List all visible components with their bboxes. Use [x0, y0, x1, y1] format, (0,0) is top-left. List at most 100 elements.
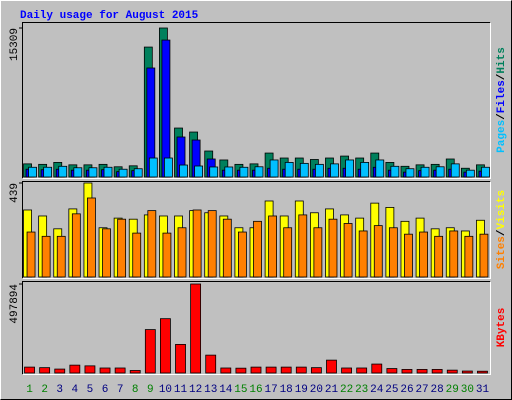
bar	[330, 163, 339, 178]
bar	[358, 230, 368, 278]
x-tick-label: 24	[370, 384, 384, 396]
bar	[238, 231, 247, 278]
bar	[360, 162, 370, 178]
bar	[73, 167, 83, 178]
bar	[283, 227, 293, 278]
plot-bevel	[22, 181, 491, 279]
bar	[268, 215, 277, 278]
bar	[175, 343, 186, 374]
x-tick-label: 16	[249, 384, 262, 396]
bar	[341, 367, 352, 374]
x-tick-label: 31	[476, 384, 490, 396]
bar	[102, 228, 111, 278]
x-tick-label: 27	[415, 384, 428, 396]
bar	[464, 235, 474, 278]
bar	[419, 231, 428, 278]
bar	[164, 157, 173, 178]
bar	[299, 162, 309, 178]
chart-title: Daily usage for August 2015	[20, 10, 199, 22]
bar	[477, 370, 488, 374]
plot-area	[22, 22, 490, 178]
x-tick-label: 2	[41, 384, 48, 396]
bar	[222, 218, 232, 278]
x-tick-label: 15	[234, 384, 247, 396]
x-tick-label: 9	[147, 384, 154, 396]
bar	[56, 235, 66, 278]
x-tick-label: 14	[219, 384, 233, 396]
bar	[161, 39, 171, 178]
bar	[434, 235, 444, 278]
x-tick-label: 26	[400, 384, 413, 396]
x-tick-label: 17	[264, 384, 277, 396]
x-tick-label: 18	[280, 384, 293, 396]
bar	[129, 370, 141, 374]
bar	[133, 168, 143, 178]
x-tick-label: 25	[385, 384, 398, 396]
bar	[371, 363, 383, 374]
bar	[250, 366, 262, 374]
x-tick-label: 12	[189, 384, 202, 396]
bar	[114, 367, 126, 374]
legend-entry: Hits	[496, 47, 508, 73]
legend-separator: /	[496, 113, 508, 120]
plot-area	[22, 281, 490, 374]
bar	[313, 227, 323, 278]
bar	[235, 367, 247, 374]
bar	[144, 329, 156, 374]
bar	[28, 166, 37, 178]
bar	[103, 166, 113, 178]
bar	[88, 167, 98, 178]
bar	[284, 162, 294, 178]
bar	[390, 165, 400, 178]
bar	[84, 365, 96, 374]
x-tick-label: 10	[159, 384, 172, 396]
x-tick-label: 7	[117, 384, 124, 396]
bar	[24, 366, 35, 374]
bar	[54, 368, 66, 374]
bar	[416, 369, 428, 374]
bar	[239, 166, 249, 178]
plot-bevel	[22, 22, 491, 179]
bar	[265, 366, 277, 374]
x-tick-label: 13	[204, 384, 217, 396]
x-tick-label: 1	[26, 384, 33, 396]
bar	[404, 233, 413, 278]
x-tick-label: 3	[56, 384, 63, 396]
bar	[343, 223, 353, 278]
x-tick-label: 4	[72, 384, 79, 396]
bar	[39, 367, 51, 374]
bar	[43, 166, 53, 178]
bar	[69, 364, 81, 374]
legend: Sites/Visits	[496, 190, 508, 269]
bar	[345, 159, 354, 178]
bar	[420, 166, 430, 178]
x-tick-label: 5	[87, 384, 94, 396]
y-tick-label: 439	[9, 183, 21, 203]
legend: KBytes	[496, 308, 508, 348]
x-tick-label: 30	[461, 384, 474, 396]
bar	[205, 354, 217, 374]
bar	[99, 367, 111, 374]
x-tick-label: 8	[132, 384, 139, 396]
plot-bevel	[22, 181, 491, 279]
bar	[461, 370, 473, 374]
legend: Pages/Files/Hits	[496, 47, 508, 153]
bar	[326, 359, 337, 374]
bar	[41, 235, 51, 278]
bar	[450, 163, 460, 178]
x-tick-label: 29	[446, 384, 459, 396]
plot-bevel	[22, 281, 491, 375]
bar	[431, 369, 443, 374]
bar	[224, 166, 234, 178]
bar	[388, 227, 398, 278]
bar	[87, 197, 96, 278]
x-tick-label: 22	[340, 384, 353, 396]
bar	[253, 220, 262, 278]
bar	[160, 318, 171, 374]
bar	[194, 165, 204, 178]
bar	[446, 369, 458, 374]
y-tick-label: 497894	[9, 284, 21, 324]
x-tick-label: 23	[355, 384, 368, 396]
bar	[117, 218, 127, 278]
bar	[179, 164, 188, 178]
